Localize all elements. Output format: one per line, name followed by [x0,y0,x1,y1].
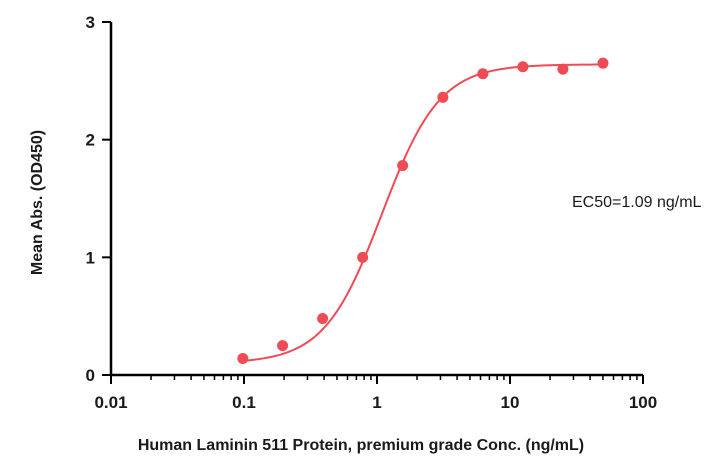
y-axis-title: Mean Abs. (OD450) [29,130,46,275]
ec50-annotation: EC50=1.09 ng/mL [572,194,702,211]
y-tick-label: 3 [86,13,95,32]
x-tick-label: 10 [501,393,520,412]
x-tick-label: 0.1 [232,393,256,412]
x-tick-label: 100 [629,393,657,412]
y-tick-label: 1 [86,248,95,267]
fit-curve [242,63,603,362]
plot-area [237,57,609,365]
x-tick-label: 0.01 [94,393,127,412]
axes: 0.01 0.1 1 10 100 0 1 2 3 [86,13,658,412]
x-tick-label: 1 [372,393,381,412]
data-point [357,251,369,263]
y-tick-label: 0 [86,366,95,385]
data-point [437,91,449,103]
data-point [557,63,569,75]
data-point [317,313,329,325]
data-point [597,57,609,69]
data-point [277,340,289,352]
data-point [237,353,249,365]
data-point [397,160,409,172]
y-tick-label: 2 [86,131,95,150]
x-axis-title: Human Laminin 511 Protein, premium grade… [138,437,584,454]
data-point [477,68,489,80]
data-point [517,61,529,73]
